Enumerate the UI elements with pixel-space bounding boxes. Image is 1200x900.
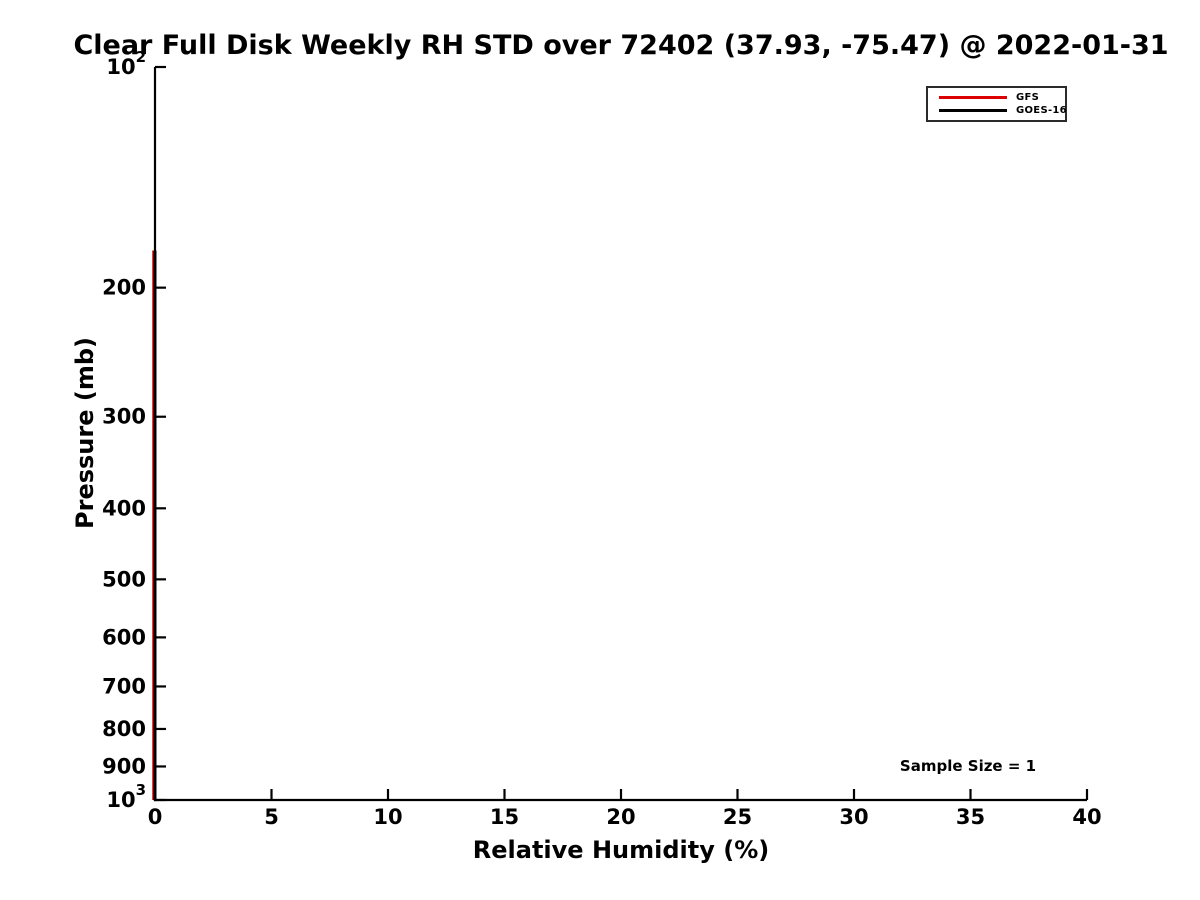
x-tick-label: 0 — [148, 805, 163, 829]
x-tick-label: 30 — [839, 805, 868, 829]
sample-size-annotation: Sample Size = 1 — [899, 757, 1037, 775]
x-tick-label: 5 — [264, 805, 279, 829]
x-axis-label: Relative Humidity (%) — [472, 836, 770, 864]
y-tick-label: 200 — [102, 276, 146, 300]
x-tick-label: 10 — [373, 805, 402, 829]
x-tick-label: 15 — [490, 805, 519, 829]
x-tick-label: 35 — [956, 805, 985, 829]
legend-row: GOES-16 — [939, 104, 1067, 117]
y-tick-label: 102 — [106, 48, 146, 79]
y-tick-label: 500 — [102, 567, 146, 591]
y-tick-label: 103 — [106, 781, 146, 812]
legend-label: GOES-16 — [1016, 105, 1067, 116]
y-tick-label: 700 — [102, 674, 146, 698]
y-tick-label: 400 — [102, 496, 146, 520]
legend-row: GFS — [939, 91, 1059, 104]
y-tick-label: 800 — [102, 717, 146, 741]
x-tick-label: 20 — [606, 805, 635, 829]
x-tick-label: 40 — [1072, 805, 1101, 829]
legend: GFS GOES-16 — [926, 86, 1067, 122]
chart-title: Clear Full Disk Weekly RH STD over 72402… — [73, 30, 1169, 61]
legend-label: GFS — [1016, 92, 1040, 103]
y-tick-label: 600 — [102, 625, 146, 649]
y-tick-label: 900 — [102, 754, 146, 778]
x-tick-label: 25 — [723, 805, 752, 829]
goes-16-line-swatch — [939, 109, 1007, 112]
y-tick-label: 300 — [102, 405, 146, 429]
gfs-line-swatch — [939, 96, 1007, 99]
